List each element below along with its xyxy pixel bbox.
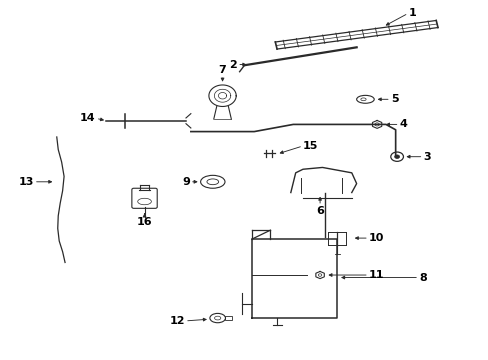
Text: 8: 8	[418, 273, 426, 283]
Text: 14: 14	[80, 113, 96, 123]
Text: 6: 6	[316, 206, 324, 216]
Text: 1: 1	[407, 8, 415, 18]
Text: 9: 9	[182, 177, 189, 187]
Text: 10: 10	[368, 233, 384, 243]
Bar	[225, 316, 232, 320]
Text: 7: 7	[218, 65, 226, 75]
Text: 11: 11	[368, 270, 384, 280]
Ellipse shape	[394, 155, 399, 158]
Text: 16: 16	[137, 217, 152, 226]
Text: 13: 13	[19, 177, 34, 187]
Text: 3: 3	[423, 152, 430, 162]
Text: 15: 15	[303, 141, 318, 151]
Text: 5: 5	[390, 94, 398, 104]
Text: 4: 4	[399, 120, 407, 129]
Text: 12: 12	[169, 316, 184, 326]
Text: 2: 2	[229, 59, 237, 69]
